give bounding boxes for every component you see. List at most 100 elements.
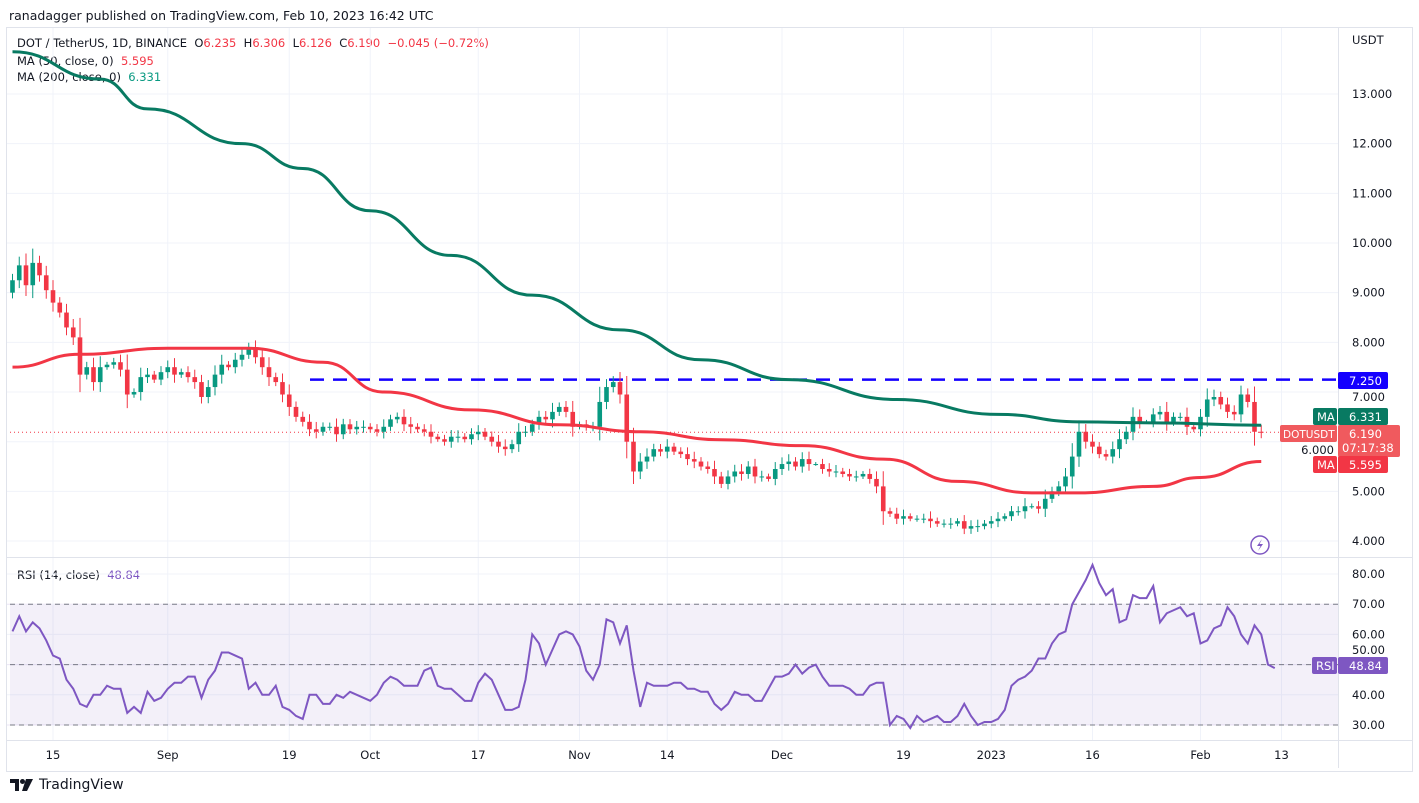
candle [293, 401, 299, 422]
candle-body [664, 446, 670, 452]
candle-body [381, 426, 387, 432]
tradingview-logo[interactable]: TradingView [10, 777, 124, 793]
rsi-legend[interactable]: RSI (14, close) 48.84 [17, 568, 140, 582]
candle-body [97, 367, 103, 383]
candle [604, 379, 609, 410]
candle-body [1096, 446, 1102, 455]
candle-body [732, 471, 738, 477]
candle-body [698, 461, 704, 467]
candle [610, 376, 616, 393]
candle-body [988, 521, 994, 524]
candle-body [131, 392, 137, 395]
candle-body [1245, 394, 1251, 402]
candle [597, 386, 603, 441]
rsi-tick-label: 70.00 [1352, 597, 1385, 611]
candle [1063, 468, 1068, 494]
candle [219, 354, 225, 384]
candle-body [833, 471, 839, 473]
candle [691, 451, 697, 469]
time-tick-label: 15 [46, 748, 61, 762]
candle [259, 348, 265, 375]
rsi-line [11, 562, 1276, 730]
candle [1137, 409, 1143, 429]
candle-body [327, 426, 333, 428]
candle-body [178, 372, 184, 375]
candle [928, 511, 933, 528]
candle [1117, 429, 1122, 459]
candle [57, 297, 63, 318]
ma50-value: 5.595 [120, 54, 154, 68]
low-label: L [292, 36, 299, 50]
candle [1022, 498, 1028, 519]
candle [1110, 441, 1116, 464]
candle [948, 517, 954, 529]
candle-body [1177, 416, 1183, 418]
time-tick-label: 19 [896, 748, 911, 762]
candle-body [118, 362, 123, 370]
candle [725, 470, 731, 490]
candle-body [1157, 411, 1163, 415]
candle-body [597, 401, 603, 427]
ma200-badge-text: 6.331 [1349, 410, 1382, 424]
candle-body [226, 364, 231, 368]
candle [671, 442, 677, 455]
candle [718, 471, 724, 489]
candle-body [401, 416, 407, 425]
candle [421, 424, 427, 437]
lightning-icon[interactable] [1250, 535, 1270, 555]
candle-body [77, 337, 83, 375]
candle [975, 519, 981, 532]
candle [91, 357, 96, 391]
candle-body [961, 521, 967, 529]
countdown-text: 07:17:38 [1342, 441, 1394, 455]
candle [752, 458, 758, 484]
candle [941, 519, 947, 528]
candle-body [759, 476, 765, 478]
candle [1103, 449, 1109, 461]
candle [874, 471, 879, 494]
candle [934, 517, 940, 527]
candle-body [907, 516, 913, 519]
candle [1096, 442, 1102, 459]
symbol-name[interactable]: DOT / TetherUS, 1D, BINANCE [17, 36, 188, 50]
candle [307, 414, 312, 437]
candle [988, 516, 994, 529]
candle [489, 431, 495, 447]
candle-body [185, 372, 191, 378]
candle [1123, 426, 1129, 445]
rsi-tag [1312, 657, 1337, 674]
candle-body [246, 347, 252, 355]
time-tick-label: Feb [1190, 748, 1210, 762]
time-tick-label: Dec [771, 748, 793, 762]
candle [70, 319, 76, 345]
candle-body [23, 265, 29, 286]
candle [199, 374, 204, 404]
rsi-badge-text: 48.84 [1349, 659, 1382, 673]
candle-body [874, 478, 879, 487]
candle [354, 420, 360, 435]
candle-body [1252, 401, 1257, 432]
axes[interactable]: 13.000 12.000 11.000 10.000 9.000 8.000 7.000 6… [46, 87, 1393, 762]
candle-body [124, 369, 130, 395]
ma200-legend[interactable]: MA (200, close, 0) 6.331 [17, 70, 161, 84]
candle-body [847, 473, 852, 477]
candle-body [266, 367, 272, 378]
candle [1157, 406, 1163, 420]
candle [313, 421, 319, 439]
candle-body [826, 469, 832, 472]
candle-body [482, 431, 488, 437]
candle [205, 380, 211, 404]
ma200-value: 6.331 [128, 70, 162, 84]
time-tick-label: Nov [568, 748, 591, 762]
candle-body [37, 262, 42, 276]
rsi-tag-text: RSI [1316, 659, 1335, 673]
candle-body [570, 411, 576, 427]
candle-body [536, 416, 542, 425]
candle-body [840, 471, 846, 474]
price-tick-label: 13.000 [1352, 87, 1392, 101]
candle [563, 400, 569, 418]
candle [165, 360, 171, 379]
candle-body [1103, 454, 1109, 457]
candle-body [421, 429, 427, 432]
